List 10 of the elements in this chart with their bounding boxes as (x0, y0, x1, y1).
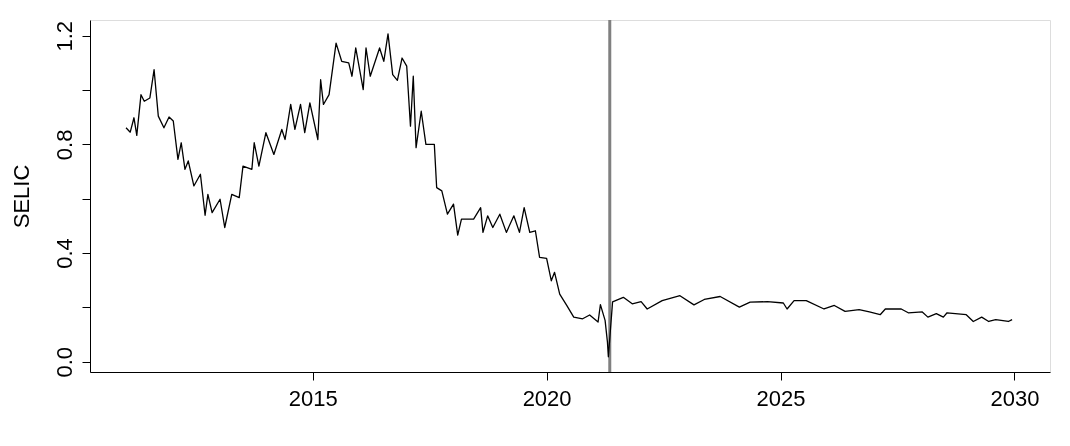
y-tick-label: 0.0 (51, 346, 77, 378)
x-tick-label: 2025 (756, 385, 806, 411)
y-tick-label: 1.2 (51, 20, 77, 52)
x-tick-label: 2020 (522, 385, 572, 411)
line-series (125, 33, 1013, 358)
y-tick-label: 0.4 (51, 238, 77, 269)
x-tick-label: 2030 (990, 385, 1040, 411)
y-axis-title: SELIC (8, 164, 34, 229)
x-tick-label: 2015 (288, 385, 338, 411)
y-tick-label: 0.8 (51, 129, 77, 161)
